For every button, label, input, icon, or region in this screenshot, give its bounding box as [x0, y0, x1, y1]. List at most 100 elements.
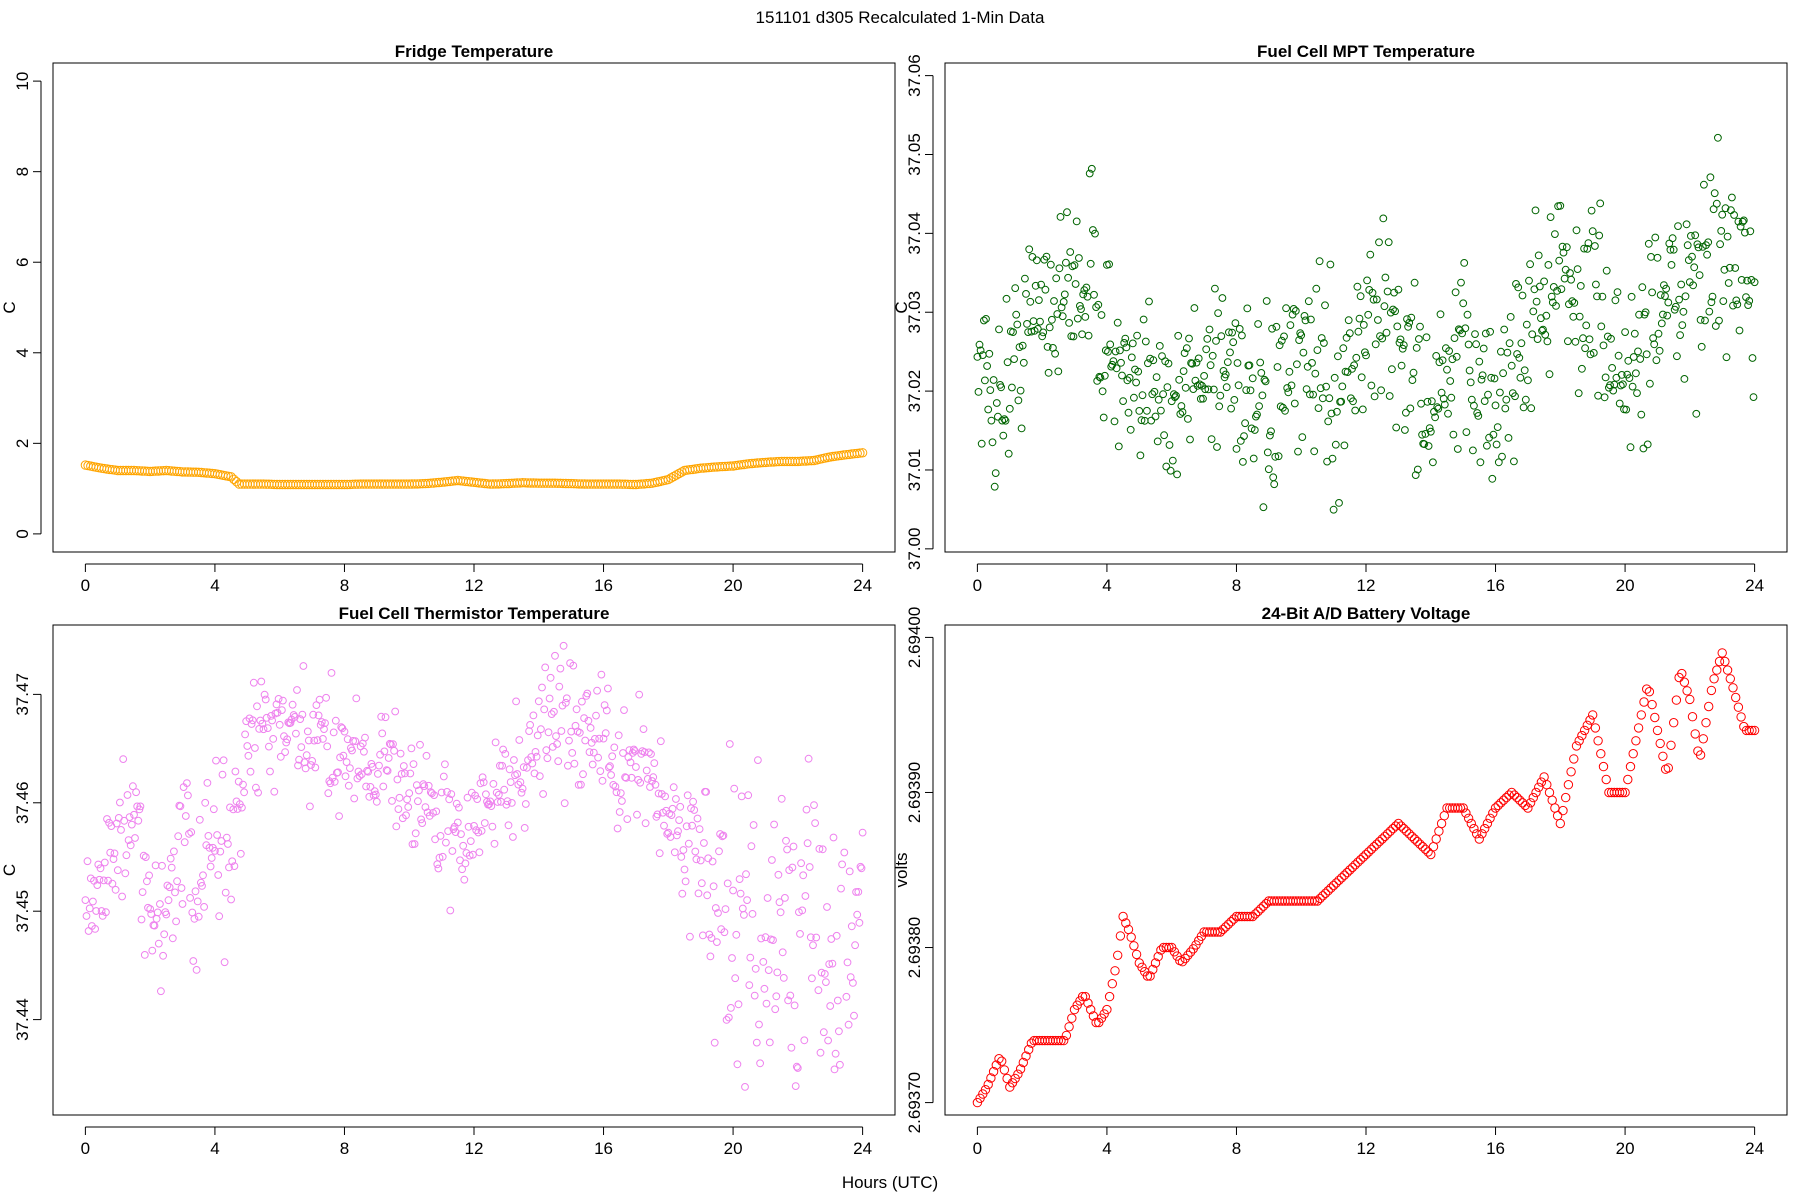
- data-point: [1720, 265, 1729, 274]
- data-point: [251, 744, 259, 752]
- data-point: [1205, 325, 1214, 334]
- data-point: [1155, 342, 1164, 350]
- data-point: [1542, 780, 1552, 790]
- data-point: [550, 707, 558, 716]
- data-point: [1452, 352, 1461, 361]
- data-point: [1080, 286, 1089, 295]
- x-tick-label: 4: [1102, 1139, 1111, 1158]
- data-point: [1544, 787, 1555, 798]
- data-point: [1235, 325, 1244, 333]
- data-point: [1082, 283, 1091, 292]
- data-point: [394, 805, 403, 813]
- data-point: [1519, 403, 1528, 412]
- data-point: [334, 768, 342, 777]
- data-point: [523, 763, 531, 772]
- data-point: [1569, 312, 1578, 321]
- data-point: [329, 728, 338, 737]
- data-point: [1339, 870, 1350, 880]
- data-point: [165, 883, 174, 892]
- data-point: [1499, 369, 1507, 378]
- data-point: [826, 1002, 835, 1010]
- y-tick-label: 2.69400: [905, 607, 924, 668]
- data-point: [681, 877, 690, 886]
- data-point: [1619, 380, 1627, 389]
- data-point: [309, 710, 318, 719]
- data-point: [1609, 386, 1618, 395]
- data-point: [782, 836, 790, 845]
- data-point: [1418, 430, 1426, 439]
- data-point: [570, 759, 579, 768]
- data-point: [166, 854, 175, 863]
- data-point: [445, 795, 454, 804]
- data-point: [500, 785, 509, 794]
- x-tick-label: 8: [340, 576, 349, 595]
- data-point: [529, 711, 538, 720]
- data-point: [1320, 339, 1328, 347]
- data-point: [806, 933, 815, 942]
- data-point: [212, 756, 220, 765]
- data-point: [1434, 404, 1443, 413]
- data-point: [1086, 1004, 1096, 1015]
- data-point: [533, 731, 542, 740]
- data-point: [1286, 321, 1295, 330]
- data-point: [1725, 674, 1736, 684]
- data-point: [760, 984, 769, 993]
- data-point: [416, 740, 424, 749]
- data-point: [1407, 831, 1417, 842]
- data-point: [328, 773, 337, 782]
- data-point: [819, 1028, 828, 1037]
- data-point: [1161, 942, 1172, 953]
- data-point: [294, 761, 302, 770]
- data-point: [1160, 431, 1168, 440]
- data-point: [691, 847, 700, 856]
- data-point: [1592, 280, 1600, 289]
- data-point: [422, 751, 431, 760]
- data-point: [987, 416, 996, 425]
- data-point: [1655, 738, 1665, 749]
- data-point: [568, 749, 577, 757]
- data-point: [667, 811, 676, 819]
- data-point: [1501, 404, 1510, 413]
- data-point: [1737, 276, 1746, 284]
- data-point: [314, 711, 323, 720]
- data-point: [1453, 803, 1463, 813]
- data-point: [479, 778, 488, 787]
- data-point: [1353, 857, 1363, 867]
- data-point: [505, 765, 514, 774]
- data-point: [1236, 437, 1245, 445]
- data-point: [1710, 189, 1719, 198]
- data-point: [722, 1016, 731, 1024]
- data-point: [1123, 376, 1132, 385]
- data-point: [129, 782, 137, 791]
- data-point: [1361, 849, 1371, 860]
- data-point: [420, 782, 429, 790]
- data-point: [1544, 261, 1553, 269]
- data-point: [1579, 334, 1587, 343]
- data-point: [1599, 341, 1608, 350]
- data-point: [1262, 297, 1271, 305]
- data-point: [1516, 373, 1525, 382]
- data-point: [561, 698, 570, 707]
- data-point: [1376, 332, 1384, 341]
- data-point: [1105, 260, 1113, 269]
- data-point: [1393, 818, 1404, 829]
- data-point: [1550, 803, 1560, 813]
- data-point: [92, 907, 101, 915]
- data-point: [321, 719, 329, 727]
- data-point: [591, 735, 599, 743]
- data-point: [1153, 437, 1162, 446]
- data-point: [1397, 361, 1406, 370]
- data-point: [1524, 376, 1532, 385]
- data-point: [680, 865, 689, 874]
- data-point: [352, 694, 361, 703]
- data-point: [1063, 208, 1071, 217]
- data-point: [1326, 883, 1336, 893]
- data-point: [1114, 442, 1123, 451]
- data-point: [1339, 344, 1348, 353]
- data-point: [152, 914, 161, 923]
- data-point: [1164, 359, 1173, 368]
- data-point: [804, 754, 813, 763]
- data-point: [229, 805, 238, 814]
- data-point: [1731, 692, 1741, 703]
